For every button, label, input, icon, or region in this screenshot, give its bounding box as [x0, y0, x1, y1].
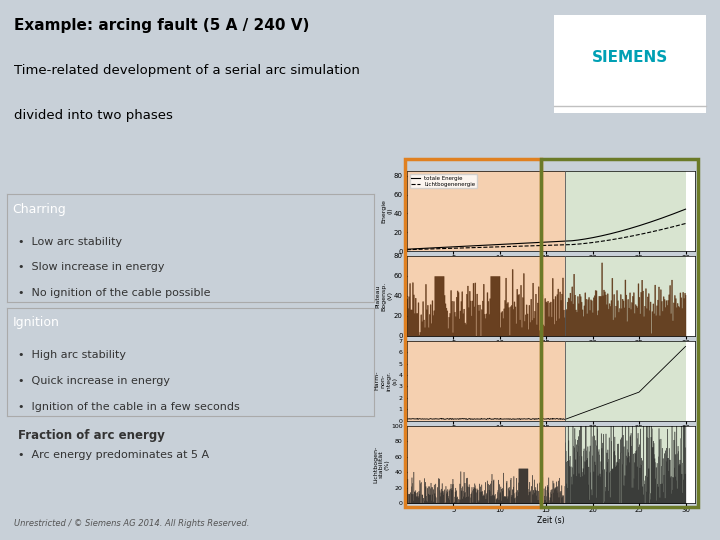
Bar	[564, 256, 685, 336]
Text: Charring: Charring	[13, 202, 66, 216]
Y-axis label: Lichtbogen-
stabilität
(%): Lichtbogen- stabilität (%)	[373, 446, 390, 483]
Text: •  Slow increase in energy: • Slow increase in energy	[18, 262, 165, 273]
Text: Unrestricted / © Siemens AG 2014. All Rights Reserved.: Unrestricted / © Siemens AG 2014. All Ri…	[14, 519, 250, 528]
Bar	[407, 171, 564, 251]
Bar	[564, 341, 685, 421]
Bar	[564, 171, 685, 251]
FancyBboxPatch shape	[554, 15, 706, 113]
Text: Ignition: Ignition	[13, 316, 60, 329]
Y-axis label: Energie
(J): Energie (J)	[382, 199, 392, 223]
Text: •  Ignition of the cable in a few seconds: • Ignition of the cable in a few seconds	[18, 402, 240, 411]
Text: •  No ignition of the cable possible: • No ignition of the cable possible	[18, 288, 211, 298]
Text: •  Arc energy predominates at 5 A: • Arc energy predominates at 5 A	[18, 450, 210, 460]
Text: Example: arcing fault (5 A / 240 V): Example: arcing fault (5 A / 240 V)	[14, 18, 310, 33]
Text: •  High arc stability: • High arc stability	[18, 350, 126, 360]
Text: •  Quick increase in energy: • Quick increase in energy	[18, 376, 170, 386]
Bar	[407, 426, 564, 503]
Text: Time-related development of a serial arc simulation: Time-related development of a serial arc…	[14, 64, 360, 77]
Bar	[407, 341, 564, 421]
Y-axis label: Plateau
Bogensp.
(V): Plateau Bogensp. (V)	[376, 281, 392, 310]
X-axis label: Zeit (s): Zeit (s)	[537, 516, 564, 525]
Text: SIEMENS: SIEMENS	[592, 50, 668, 65]
Y-axis label: Harm-
non-
integr.
(s): Harm- non- integr. (s)	[375, 370, 397, 391]
Bar	[564, 426, 685, 503]
Bar	[407, 256, 564, 336]
Text: Fraction of arc energy: Fraction of arc energy	[18, 429, 165, 442]
Text: divided into two phases: divided into two phases	[14, 109, 174, 122]
Legend: totale Energie, Lichtbogenenergie: totale Energie, Lichtbogenenergie	[410, 174, 477, 188]
Text: •  Low arc stability: • Low arc stability	[18, 237, 122, 247]
